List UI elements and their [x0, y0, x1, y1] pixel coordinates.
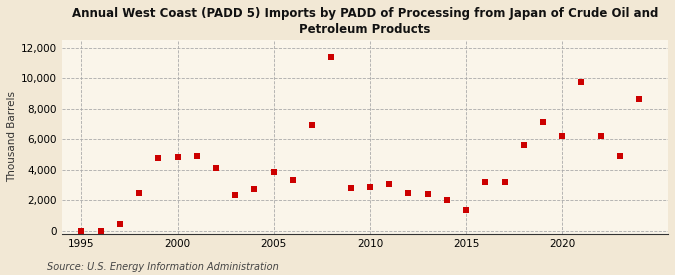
Point	[230, 193, 240, 197]
Text: Source: U.S. Energy Information Administration: Source: U.S. Energy Information Administ…	[47, 262, 279, 272]
Point	[306, 123, 317, 128]
Point	[191, 154, 202, 158]
Point	[480, 180, 491, 184]
Point	[153, 155, 163, 160]
Point	[441, 197, 452, 202]
Point	[595, 134, 606, 138]
Point	[403, 191, 414, 196]
Point	[326, 54, 337, 59]
Point	[518, 143, 529, 147]
Point	[634, 97, 645, 102]
Point	[134, 191, 144, 196]
Y-axis label: Thousand Barrels: Thousand Barrels	[7, 91, 17, 182]
Title: Annual West Coast (PADD 5) Imports by PADD of Processing from Japan of Crude Oil: Annual West Coast (PADD 5) Imports by PA…	[72, 7, 658, 36]
Point	[364, 184, 375, 189]
Point	[288, 177, 298, 182]
Point	[268, 170, 279, 174]
Point	[557, 134, 568, 138]
Point	[576, 80, 587, 84]
Point	[172, 155, 183, 159]
Point	[460, 208, 471, 213]
Point	[114, 222, 125, 226]
Point	[537, 120, 548, 125]
Point	[95, 229, 106, 233]
Point	[345, 186, 356, 190]
Point	[499, 180, 510, 184]
Point	[614, 154, 625, 158]
Point	[211, 166, 221, 170]
Point	[383, 182, 394, 186]
Point	[249, 187, 260, 191]
Point	[422, 192, 433, 196]
Point	[76, 229, 86, 233]
